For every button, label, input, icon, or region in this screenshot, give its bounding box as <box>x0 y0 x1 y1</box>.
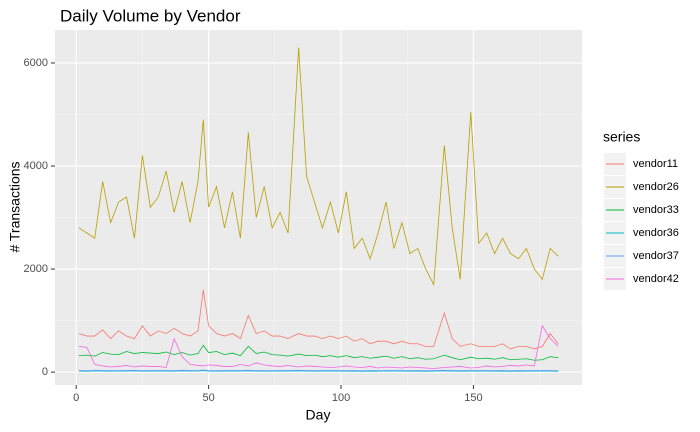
y-tick-label: 4000 <box>24 160 48 172</box>
series-line <box>78 344 559 361</box>
lines <box>78 47 559 372</box>
y-tick-label: 2000 <box>24 263 48 275</box>
y-tick-label: 6000 <box>24 57 48 69</box>
y-tick-label: 0 <box>42 366 48 378</box>
series-line <box>78 370 559 372</box>
grid <box>55 30 582 385</box>
x-axis-label: Day <box>306 407 331 423</box>
legend-label: vendor37 <box>633 250 679 262</box>
series-line <box>78 369 559 372</box>
chart-title: Daily Volume by Vendor <box>60 6 241 25</box>
legend-label: vendor26 <box>633 181 679 193</box>
x-tick-label: 150 <box>464 392 482 404</box>
axes: 0 50 100 150 0 2000 4000 6000 <box>24 57 483 404</box>
legend-title: series <box>603 129 640 145</box>
series-line <box>78 47 559 286</box>
y-axis-label: # Transactions <box>7 161 23 252</box>
series-line <box>78 324 559 369</box>
legend-label: vendor42 <box>633 273 679 285</box>
panel <box>55 30 582 385</box>
x-tick-label: 0 <box>73 392 79 404</box>
x-tick-label: 50 <box>202 392 214 404</box>
legend-label: vendor33 <box>633 204 679 216</box>
legend: series vendor11 vendor26 vendor33 vendor36 v… <box>603 129 679 290</box>
legend-label: vendor36 <box>633 227 679 239</box>
legend-label: vendor11 <box>633 158 678 170</box>
x-tick-label: 100 <box>332 392 350 404</box>
series-line <box>78 289 559 350</box>
